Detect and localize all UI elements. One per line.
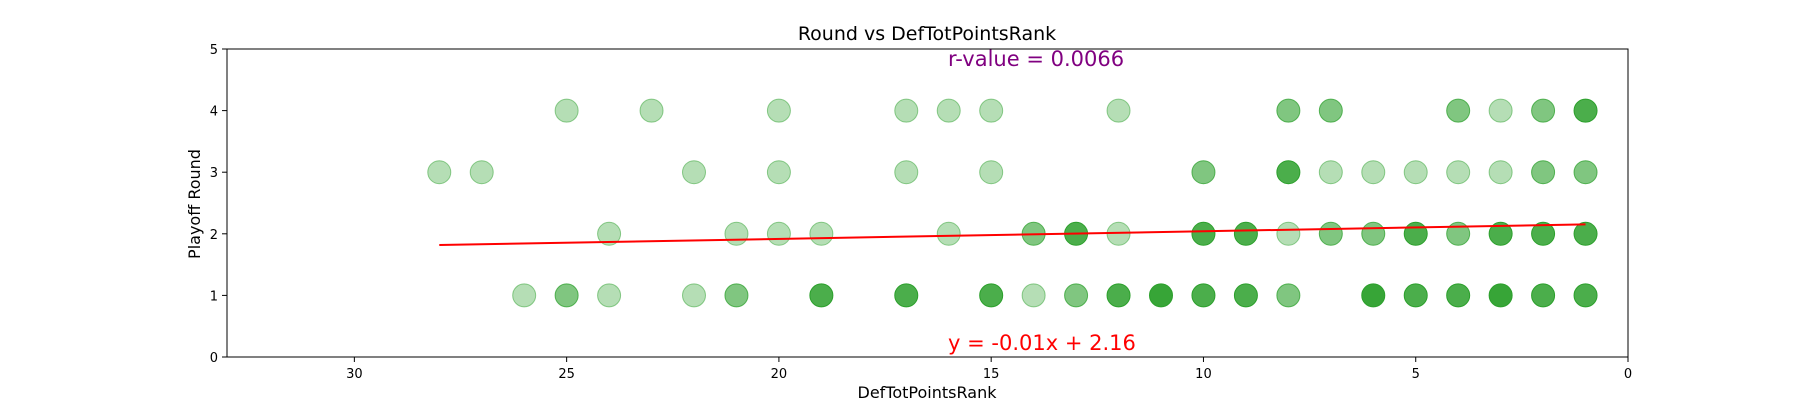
y-tick-label: 4	[210, 105, 218, 120]
data-point	[1021, 283, 1046, 308]
points-layer	[427, 98, 1598, 308]
data-point	[1446, 160, 1471, 185]
y-tick-label: 0	[210, 351, 218, 366]
data-point	[1276, 160, 1301, 185]
x-axis-ticks: 30 25 20 15 10 5 0	[346, 357, 1632, 382]
data-point	[724, 221, 749, 246]
data-point	[1149, 283, 1173, 308]
x-axis-label: DefTotPointsRank	[858, 383, 998, 400]
data-point	[936, 98, 961, 123]
data-point	[1446, 98, 1471, 123]
data-point	[682, 283, 706, 308]
data-point	[1361, 221, 1386, 246]
data-point	[554, 283, 579, 308]
data-point	[1106, 98, 1131, 123]
x-tick-label: 15	[983, 367, 1000, 382]
data-point	[682, 160, 706, 185]
data-point	[1403, 221, 1428, 246]
data-point	[1361, 283, 1386, 308]
data-point	[1531, 98, 1556, 123]
data-point	[894, 160, 919, 185]
data-point	[1488, 221, 1513, 246]
y-tick-label: 2	[210, 228, 218, 243]
data-point	[1191, 283, 1216, 308]
data-point	[1531, 160, 1556, 185]
regression-equation-annotation: y = -0.01x + 2.16	[948, 331, 1136, 355]
regression-line	[439, 223, 1586, 247]
data-point	[1446, 283, 1471, 308]
y-axis-ticks: 0 1 2 3 4 5	[210, 43, 227, 366]
data-point	[1361, 160, 1386, 185]
r-value-annotation: r-value = 0.0066	[948, 47, 1124, 71]
data-point	[979, 160, 1004, 185]
chart-title: Round vs DefTotPointsRank	[798, 23, 1056, 45]
data-point	[1573, 221, 1598, 246]
data-point	[1573, 160, 1598, 185]
data-point	[512, 283, 537, 308]
data-point	[1276, 283, 1301, 308]
data-point	[554, 98, 579, 123]
x-tick-label: 10	[1195, 367, 1212, 382]
data-point	[809, 283, 834, 308]
data-point	[1488, 160, 1513, 185]
data-point	[1318, 160, 1343, 185]
data-point	[469, 160, 494, 185]
data-point	[724, 283, 749, 308]
data-point	[766, 160, 791, 185]
x-tick-label: 20	[771, 367, 788, 382]
data-point	[1106, 283, 1131, 308]
data-point	[894, 283, 919, 308]
data-point	[936, 221, 961, 246]
data-point	[1276, 221, 1301, 246]
data-point	[1488, 98, 1513, 123]
data-point	[1191, 160, 1216, 185]
data-point	[1403, 283, 1428, 308]
data-point	[1403, 160, 1428, 185]
data-point	[1531, 283, 1556, 308]
data-point	[597, 221, 622, 246]
y-tick-label: 1	[210, 289, 218, 304]
x-tick-label: 30	[346, 367, 363, 382]
data-point	[766, 98, 791, 123]
plot-frame	[226, 48, 1629, 358]
data-point	[427, 160, 452, 185]
x-tick-label: 0	[1624, 367, 1632, 382]
x-tick-label: 25	[558, 367, 575, 382]
y-tick-label: 3	[210, 166, 218, 181]
data-point	[1446, 221, 1471, 246]
data-point	[979, 98, 1004, 123]
data-point	[1318, 221, 1343, 246]
data-point	[809, 221, 834, 246]
data-point	[1191, 221, 1216, 246]
data-point	[894, 98, 919, 123]
data-point	[639, 98, 664, 123]
data-point	[1233, 221, 1258, 246]
data-point	[1573, 283, 1598, 308]
y-tick-label: 5	[210, 43, 218, 58]
y-axis-label: Playoff Round	[185, 149, 204, 259]
data-point	[1488, 283, 1513, 308]
data-point	[1233, 283, 1258, 308]
data-point	[1064, 283, 1089, 308]
data-point	[979, 283, 1004, 308]
data-point	[1318, 98, 1343, 123]
data-point	[766, 221, 791, 246]
data-point	[1573, 98, 1598, 123]
data-point	[1276, 98, 1301, 123]
data-point	[597, 283, 622, 308]
data-point	[1531, 221, 1556, 246]
x-tick-label: 5	[1412, 367, 1420, 382]
